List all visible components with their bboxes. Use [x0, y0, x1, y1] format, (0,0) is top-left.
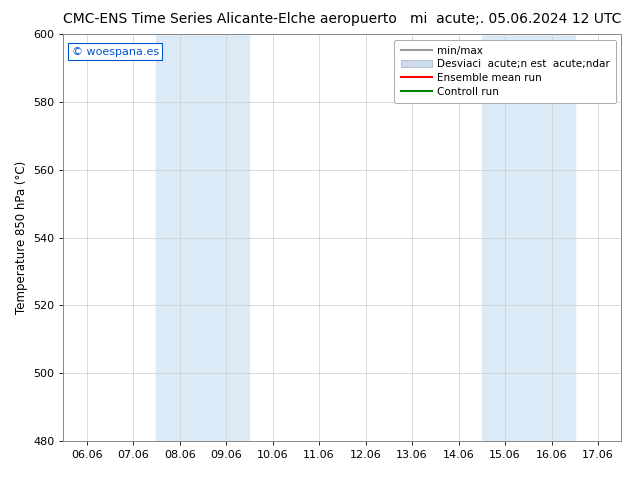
Legend: min/max, Desviaci  acute;n est  acute;ndar, Ensemble mean run, Controll run: min/max, Desviaci acute;n est acute;ndar…: [394, 40, 616, 103]
Text: CMC-ENS Time Series Alicante-Elche aeropuerto: CMC-ENS Time Series Alicante-Elche aerop…: [63, 12, 398, 26]
Y-axis label: Temperature 850 hPa (°C): Temperature 850 hPa (°C): [15, 161, 27, 314]
Text: mi  acute;. 05.06.2024 12 UTC: mi acute;. 05.06.2024 12 UTC: [410, 12, 621, 26]
Bar: [157, 34, 249, 441]
Bar: [482, 34, 575, 441]
Text: © woespana.es: © woespana.es: [72, 47, 159, 56]
